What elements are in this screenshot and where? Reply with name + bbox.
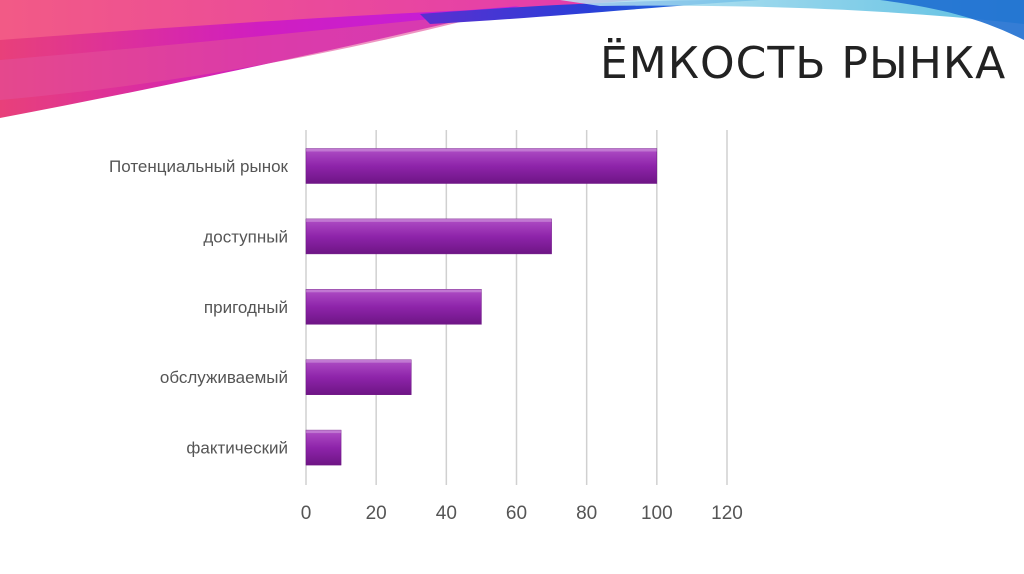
- bar-highlight-2: [306, 218, 552, 222]
- bar-highlight-4: [306, 359, 412, 363]
- x-tick-label-20: 20: [366, 503, 387, 524]
- bars: [305, 148, 658, 466]
- x-tick-label-120: 120: [711, 503, 743, 524]
- bar-5: [305, 429, 342, 466]
- bar-highlight-5: [306, 430, 342, 434]
- bar-highlight-1: [306, 148, 657, 152]
- bar-4: [305, 359, 412, 395]
- category-label-1: Потенциальный рынок: [109, 157, 289, 176]
- x-tick-label-60: 60: [506, 503, 527, 524]
- x-tick-label-100: 100: [641, 503, 673, 524]
- x-tick-label-0: 0: [301, 503, 312, 524]
- bar-highlight-3: [306, 289, 482, 293]
- category-labels: Потенциальный рынок доступный пригодный обс…: [109, 157, 289, 458]
- x-tick-label-80: 80: [576, 503, 597, 524]
- bar-2: [305, 218, 552, 255]
- category-label-3: пригодный: [204, 298, 288, 317]
- bar-1: [305, 148, 658, 184]
- category-label-4: обслуживаемый: [160, 368, 288, 387]
- x-tick-label-40: 40: [436, 503, 457, 524]
- slide-title: ЁМКОСТЬ РЫНКА: [600, 38, 1007, 89]
- category-label-5: фактический: [186, 439, 288, 458]
- category-label-2: доступный: [203, 227, 288, 246]
- x-axis-tick-labels: 0 20 40 60 80 100 120: [301, 503, 743, 524]
- bar-3: [305, 289, 482, 325]
